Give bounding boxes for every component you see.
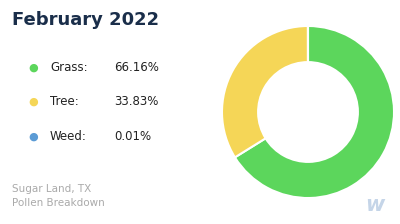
- Text: Grass:: Grass:: [50, 61, 88, 74]
- Text: Tree:: Tree:: [50, 95, 79, 108]
- Wedge shape: [222, 26, 308, 157]
- Text: 66.16%: 66.16%: [114, 61, 159, 74]
- Text: w: w: [365, 195, 384, 215]
- Text: Sugar Land, TX
Pollen Breakdown: Sugar Land, TX Pollen Breakdown: [12, 184, 105, 209]
- Text: February 2022: February 2022: [12, 11, 159, 29]
- Text: 33.83%: 33.83%: [114, 95, 158, 108]
- Wedge shape: [235, 26, 394, 198]
- Text: Weed:: Weed:: [50, 130, 87, 143]
- Text: ●: ●: [28, 132, 38, 142]
- Text: 0.01%: 0.01%: [114, 130, 151, 143]
- Text: ●: ●: [28, 97, 38, 107]
- Text: ●: ●: [28, 62, 38, 72]
